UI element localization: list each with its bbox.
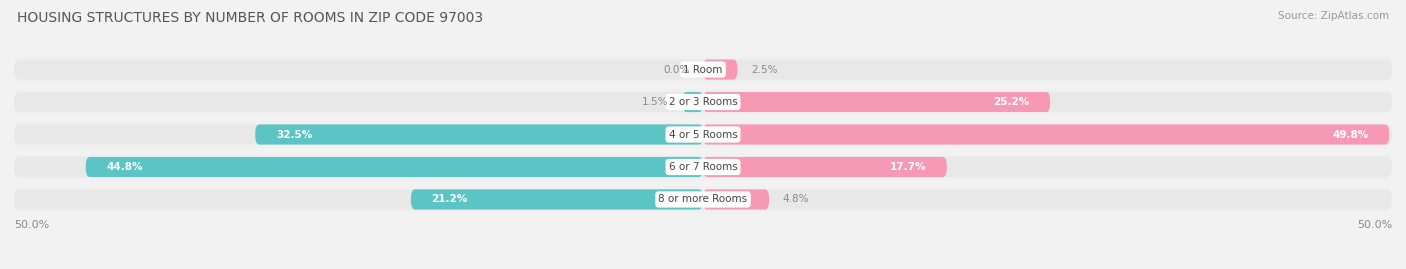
FancyBboxPatch shape (703, 125, 1389, 144)
Text: 1 Room: 1 Room (683, 65, 723, 75)
Text: 1.5%: 1.5% (643, 97, 669, 107)
FancyBboxPatch shape (703, 59, 738, 80)
Text: 32.5%: 32.5% (276, 129, 312, 140)
Text: Source: ZipAtlas.com: Source: ZipAtlas.com (1278, 11, 1389, 21)
FancyBboxPatch shape (14, 56, 1392, 83)
FancyBboxPatch shape (14, 189, 1392, 210)
Text: HOUSING STRUCTURES BY NUMBER OF ROOMS IN ZIP CODE 97003: HOUSING STRUCTURES BY NUMBER OF ROOMS IN… (17, 11, 484, 25)
Text: 25.2%: 25.2% (993, 97, 1029, 107)
Text: 2.5%: 2.5% (751, 65, 778, 75)
FancyBboxPatch shape (254, 125, 703, 144)
Text: 17.7%: 17.7% (890, 162, 927, 172)
FancyBboxPatch shape (14, 89, 1392, 115)
FancyBboxPatch shape (14, 186, 1392, 213)
Text: 50.0%: 50.0% (14, 220, 49, 230)
FancyBboxPatch shape (703, 189, 769, 210)
Text: 4 or 5 Rooms: 4 or 5 Rooms (669, 129, 737, 140)
Text: 44.8%: 44.8% (107, 162, 143, 172)
Text: 21.2%: 21.2% (432, 194, 468, 204)
FancyBboxPatch shape (14, 157, 1392, 177)
FancyBboxPatch shape (14, 154, 1392, 180)
Text: 0.0%: 0.0% (664, 65, 689, 75)
FancyBboxPatch shape (14, 121, 1392, 148)
FancyBboxPatch shape (411, 189, 703, 210)
Text: 2 or 3 Rooms: 2 or 3 Rooms (669, 97, 737, 107)
FancyBboxPatch shape (703, 157, 946, 177)
Text: 8 or more Rooms: 8 or more Rooms (658, 194, 748, 204)
FancyBboxPatch shape (682, 92, 703, 112)
Text: 6 or 7 Rooms: 6 or 7 Rooms (669, 162, 737, 172)
FancyBboxPatch shape (86, 157, 703, 177)
FancyBboxPatch shape (14, 125, 1392, 144)
FancyBboxPatch shape (14, 59, 1392, 80)
Text: 50.0%: 50.0% (1357, 220, 1392, 230)
FancyBboxPatch shape (14, 92, 1392, 112)
FancyBboxPatch shape (703, 92, 1050, 112)
Text: 49.8%: 49.8% (1333, 129, 1368, 140)
Text: 4.8%: 4.8% (783, 194, 810, 204)
